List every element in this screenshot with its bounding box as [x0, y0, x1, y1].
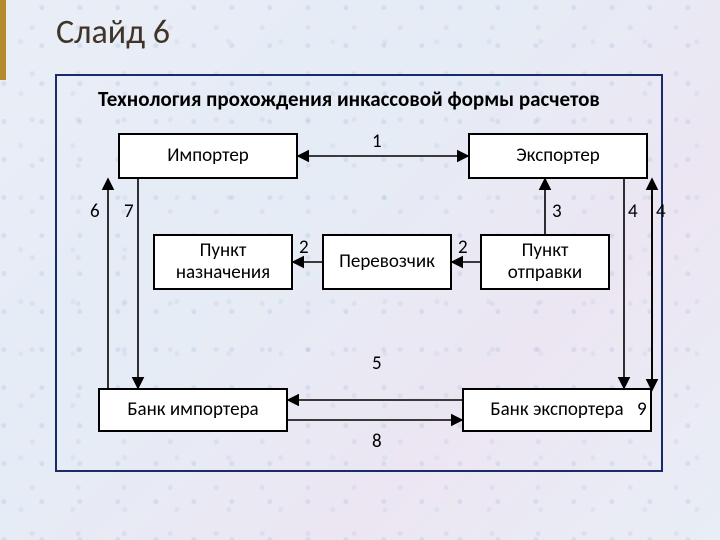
node-importer: Импортер: [118, 133, 298, 179]
edge-label-7: 7: [124, 200, 134, 223]
node-dispatch: Пункт отправки: [480, 234, 610, 290]
node-bank-exporter: Банк экспортера: [462, 388, 652, 432]
node-bank-importer: Банк импортера: [98, 388, 288, 432]
edge-label-2b: 2: [458, 236, 468, 259]
accent-bar: [0, 0, 6, 80]
edge-label-2a: 2: [299, 236, 309, 259]
edge-label-4b: 4: [656, 200, 666, 223]
edge-label-1: 1: [372, 130, 382, 153]
node-destination: Пункт назначения: [153, 234, 293, 290]
slide: Слайд 6 Технология прохождения инкассово…: [0, 0, 720, 540]
edge-label-8: 8: [372, 430, 382, 453]
edge-label-6: 6: [90, 200, 100, 223]
edge-label-9: 9: [637, 398, 647, 421]
edge-label-5: 5: [372, 352, 382, 375]
node-carrier: Перевозчик: [322, 234, 452, 290]
diagram-heading: Технология прохождения инкассовой формы …: [98, 86, 600, 112]
node-exporter: Экспортер: [468, 133, 648, 179]
edge-label-4a: 4: [628, 200, 638, 223]
slide-title: Слайд 6: [56, 12, 170, 53]
edge-label-3: 3: [552, 200, 562, 223]
